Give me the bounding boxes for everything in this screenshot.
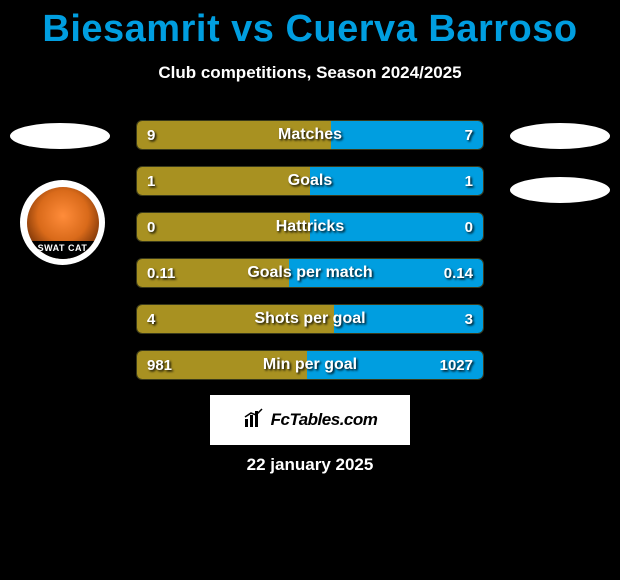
bar-fill-left [137,305,334,333]
comparison-subtitle: Club competitions, Season 2024/2025 [0,63,620,83]
player-badge-right [510,123,610,149]
bar-fill-left [137,351,307,379]
bar-fill-right [310,167,483,195]
footer-date: 22 january 2025 [0,455,620,475]
comparison-title: Biesamrit vs Cuerva Barroso [0,0,620,51]
stat-bar: 9811027Min per goal [136,350,484,380]
crest-label: SWAT CAT [27,241,99,259]
crest-graphic: SWAT CAT [27,187,99,259]
stat-bar: 00Hattricks [136,212,484,242]
club-badge-right [510,177,610,203]
chart-icon [243,407,265,434]
bar-fill-right [289,259,483,287]
bar-fill-left [137,121,331,149]
player-badge-left [10,123,110,149]
stat-bar: 43Shots per goal [136,304,484,334]
footer-brand-text: FcTables.com [271,410,378,430]
stat-bar: 0.110.14Goals per match [136,258,484,288]
bar-fill-left [137,259,289,287]
footer-brand-box: FcTables.com [210,395,410,445]
club-crest-left: SWAT CAT [20,180,105,265]
stat-bar: 97Matches [136,120,484,150]
stat-bar: 11Goals [136,166,484,196]
bar-fill-right [310,213,483,241]
bar-fill-left [137,213,310,241]
bar-fill-right [307,351,483,379]
comparison-bars: 97Matches 11Goals 00Hattricks 0.110.14Goals… [136,120,484,396]
bar-fill-left [137,167,310,195]
bar-fill-right [331,121,483,149]
bar-fill-right [334,305,483,333]
